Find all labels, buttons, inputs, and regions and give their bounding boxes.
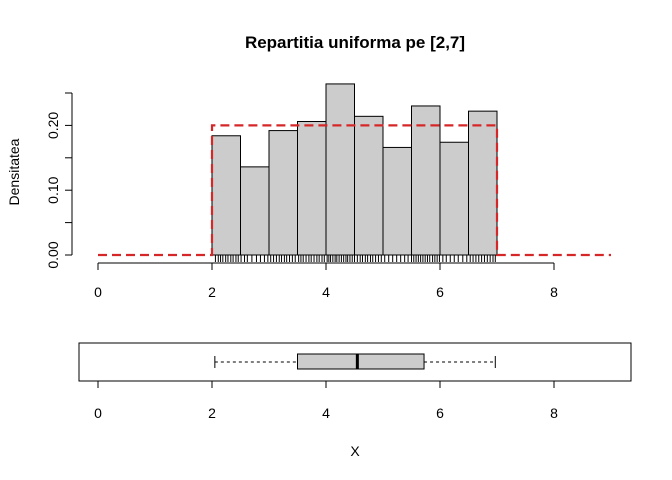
box-x-tick-label-3: 4 <box>322 405 330 421</box>
histogram-bar-1 <box>211 135 241 256</box>
box-x-tick-label-2: 2 <box>208 405 216 421</box>
x-tick-label-5: 8 <box>550 284 558 300</box>
x-tick-label-4: 6 <box>436 284 444 300</box>
boxplot-box <box>297 353 425 370</box>
histogram-bar-8 <box>411 105 441 256</box>
histogram-bar-4 <box>297 121 327 256</box>
y-tick-label-1: 0.00 <box>45 241 61 268</box>
boxplot-panel: 0 2 4 6 8 <box>78 342 632 421</box>
box-x-tick-label-5: 8 <box>550 405 558 421</box>
histogram-bar-10 <box>468 110 498 256</box>
y-tick-label-3: 0.20 <box>45 112 61 139</box>
chart-title: Repartitia uniforma pe [2,7] <box>245 33 465 52</box>
density-curve <box>98 124 611 257</box>
histogram-bar-9 <box>439 141 469 256</box>
histogram-bar-3 <box>268 130 298 256</box>
histogram-bar-7 <box>382 146 412 256</box>
x-tick-label-2: 2 <box>208 284 216 300</box>
y-tick-label-2: 0.10 <box>45 176 61 203</box>
x-tick-label-3: 4 <box>322 284 330 300</box>
histogram-bar-6 <box>354 115 384 256</box>
histogram-panel: 0.00 0.10 0.20 0 2 4 6 8 <box>45 83 611 300</box>
box-x-tick-label-1: 0 <box>94 405 102 421</box>
x-tick-label-1: 0 <box>94 284 102 300</box>
x-axis-label: X <box>350 443 360 459</box>
box-x-tick-label-4: 6 <box>436 405 444 421</box>
histogram-bar-5 <box>325 83 355 256</box>
histogram-bar-2 <box>240 166 270 256</box>
y-axis-label: Densitatea <box>6 138 22 205</box>
boxplot-frame <box>78 342 632 382</box>
